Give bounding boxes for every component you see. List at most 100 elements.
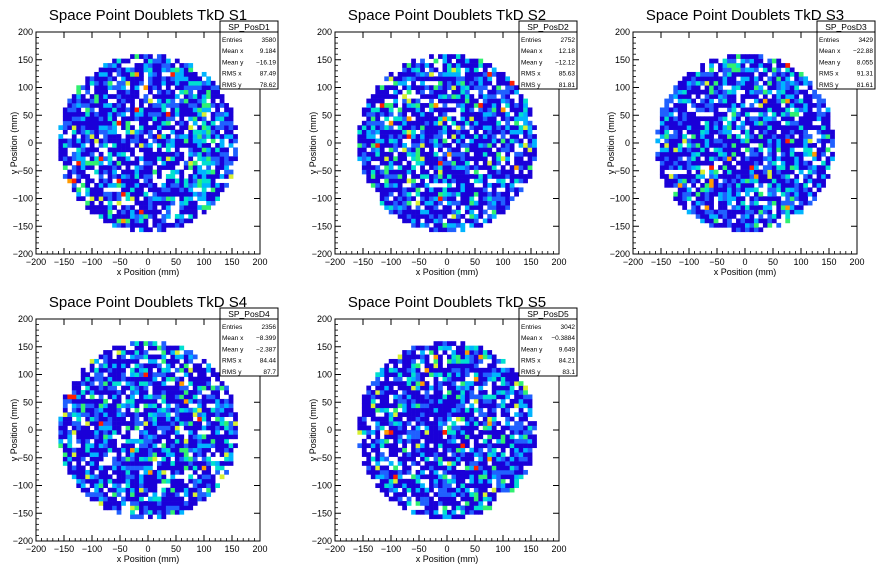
heatmap-cell	[58, 425, 64, 431]
heatmap-cell	[174, 452, 180, 457]
heatmap-cell	[469, 191, 475, 197]
heatmap-cell	[121, 501, 126, 506]
heatmap-cell	[228, 398, 234, 404]
heatmap-cell	[460, 120, 466, 126]
heatmap-cell	[152, 169, 158, 175]
heatmap-cell	[139, 461, 144, 466]
heatmap-cell	[713, 85, 719, 91]
heatmap-cell	[148, 367, 153, 373]
heatmap-cell	[821, 143, 826, 148]
y-axis-label: y Position (mm)	[9, 399, 19, 462]
heatmap-cell	[192, 443, 198, 449]
heatmap-cell	[215, 483, 220, 489]
heatmap-cell	[361, 398, 367, 404]
heatmap-cell	[134, 85, 140, 91]
heatmap-cell	[201, 160, 207, 166]
heatmap-cell	[361, 129, 367, 135]
heatmap-cells	[655, 54, 835, 233]
heatmap-cell	[749, 80, 755, 86]
heatmap-cell	[460, 156, 466, 162]
heatmap-cell	[379, 425, 385, 431]
heatmap-cell	[384, 103, 390, 108]
heatmap-cell	[85, 416, 91, 422]
heatmap-cell	[71, 129, 77, 135]
heatmap-cell	[794, 98, 800, 104]
heatmap-cell	[76, 147, 82, 153]
heatmap-cell	[677, 120, 683, 126]
heatmap-cell	[210, 191, 216, 197]
heatmap-cell	[677, 143, 683, 148]
heatmap-cell	[183, 134, 189, 139]
heatmap-cell	[433, 125, 439, 130]
heatmap-cell	[174, 367, 180, 373]
heatmap-cell	[429, 107, 434, 113]
heatmap-cell	[161, 350, 167, 355]
heatmap-cell	[447, 227, 452, 233]
heatmap-cell	[139, 350, 144, 355]
heatmap-cell	[361, 134, 367, 139]
heatmap-cell	[780, 209, 786, 215]
heatmap-cell	[762, 111, 768, 117]
heatmap-cell	[464, 156, 470, 162]
heatmap-cell	[411, 151, 416, 157]
heatmap-cell	[514, 120, 519, 126]
heatmap-cell	[148, 452, 153, 457]
heatmap-cell	[736, 209, 741, 215]
heatmap-cell	[112, 461, 117, 466]
heatmap-cell	[143, 376, 149, 382]
heatmap-cell	[80, 469, 86, 475]
heatmap-cell	[709, 218, 714, 224]
heatmap-cell	[429, 76, 434, 82]
heatmap-cell	[219, 160, 225, 166]
heatmap-cell	[366, 178, 372, 184]
heatmap-cell	[152, 134, 158, 139]
heatmap-cell	[130, 98, 135, 104]
heatmap-cell	[174, 376, 180, 382]
heatmap-cell	[478, 111, 484, 117]
heatmap-cell	[415, 63, 421, 68]
heatmap-cell	[143, 438, 149, 444]
heatmap-cell	[442, 138, 448, 144]
heatmap-cell	[491, 94, 497, 99]
heatmap-cell	[731, 205, 737, 210]
heatmap-cell	[192, 174, 198, 179]
heatmap-cell	[103, 125, 108, 130]
heatmap-cell	[375, 403, 381, 409]
heatmap-cell	[682, 76, 688, 82]
heatmap-cell	[420, 89, 425, 95]
heatmap-cell	[825, 165, 831, 170]
heatmap-cell	[156, 58, 162, 64]
heatmap-cell	[121, 218, 126, 224]
heatmap-cell	[361, 421, 367, 426]
heatmap-cell	[156, 505, 162, 511]
heatmap-cell	[366, 385, 372, 391]
heatmap-cell	[473, 218, 479, 224]
heatmap-cell	[210, 372, 216, 378]
heatmap-cell	[174, 456, 180, 462]
heatmap-cell	[116, 80, 122, 86]
heatmap-cell	[89, 147, 95, 153]
heatmap-cell	[664, 143, 670, 148]
heatmap-cell	[201, 129, 207, 135]
heatmap-cell	[767, 98, 773, 104]
heatmap-cell	[125, 222, 131, 228]
heatmap-cell	[165, 385, 171, 391]
heatmap-cell	[718, 143, 723, 148]
heatmap-cell	[677, 103, 683, 108]
heatmap-cell	[224, 412, 229, 417]
heatmap-cell	[361, 111, 367, 117]
heatmap-cell	[780, 147, 786, 153]
heatmap-cell	[816, 169, 822, 175]
heatmap-cell	[116, 103, 122, 108]
heatmap-cell	[384, 385, 390, 391]
heatmap-cell	[112, 447, 117, 453]
heatmap-cell	[103, 430, 108, 435]
heatmap-cell	[85, 134, 91, 139]
heatmap-cell	[143, 350, 149, 355]
heatmap-cell	[201, 178, 207, 184]
heatmap-cell	[197, 385, 203, 391]
heatmap-cell	[798, 80, 804, 86]
heatmap-cell	[188, 434, 194, 440]
heatmap-cell	[473, 205, 479, 210]
heatmap-cell	[107, 107, 113, 113]
